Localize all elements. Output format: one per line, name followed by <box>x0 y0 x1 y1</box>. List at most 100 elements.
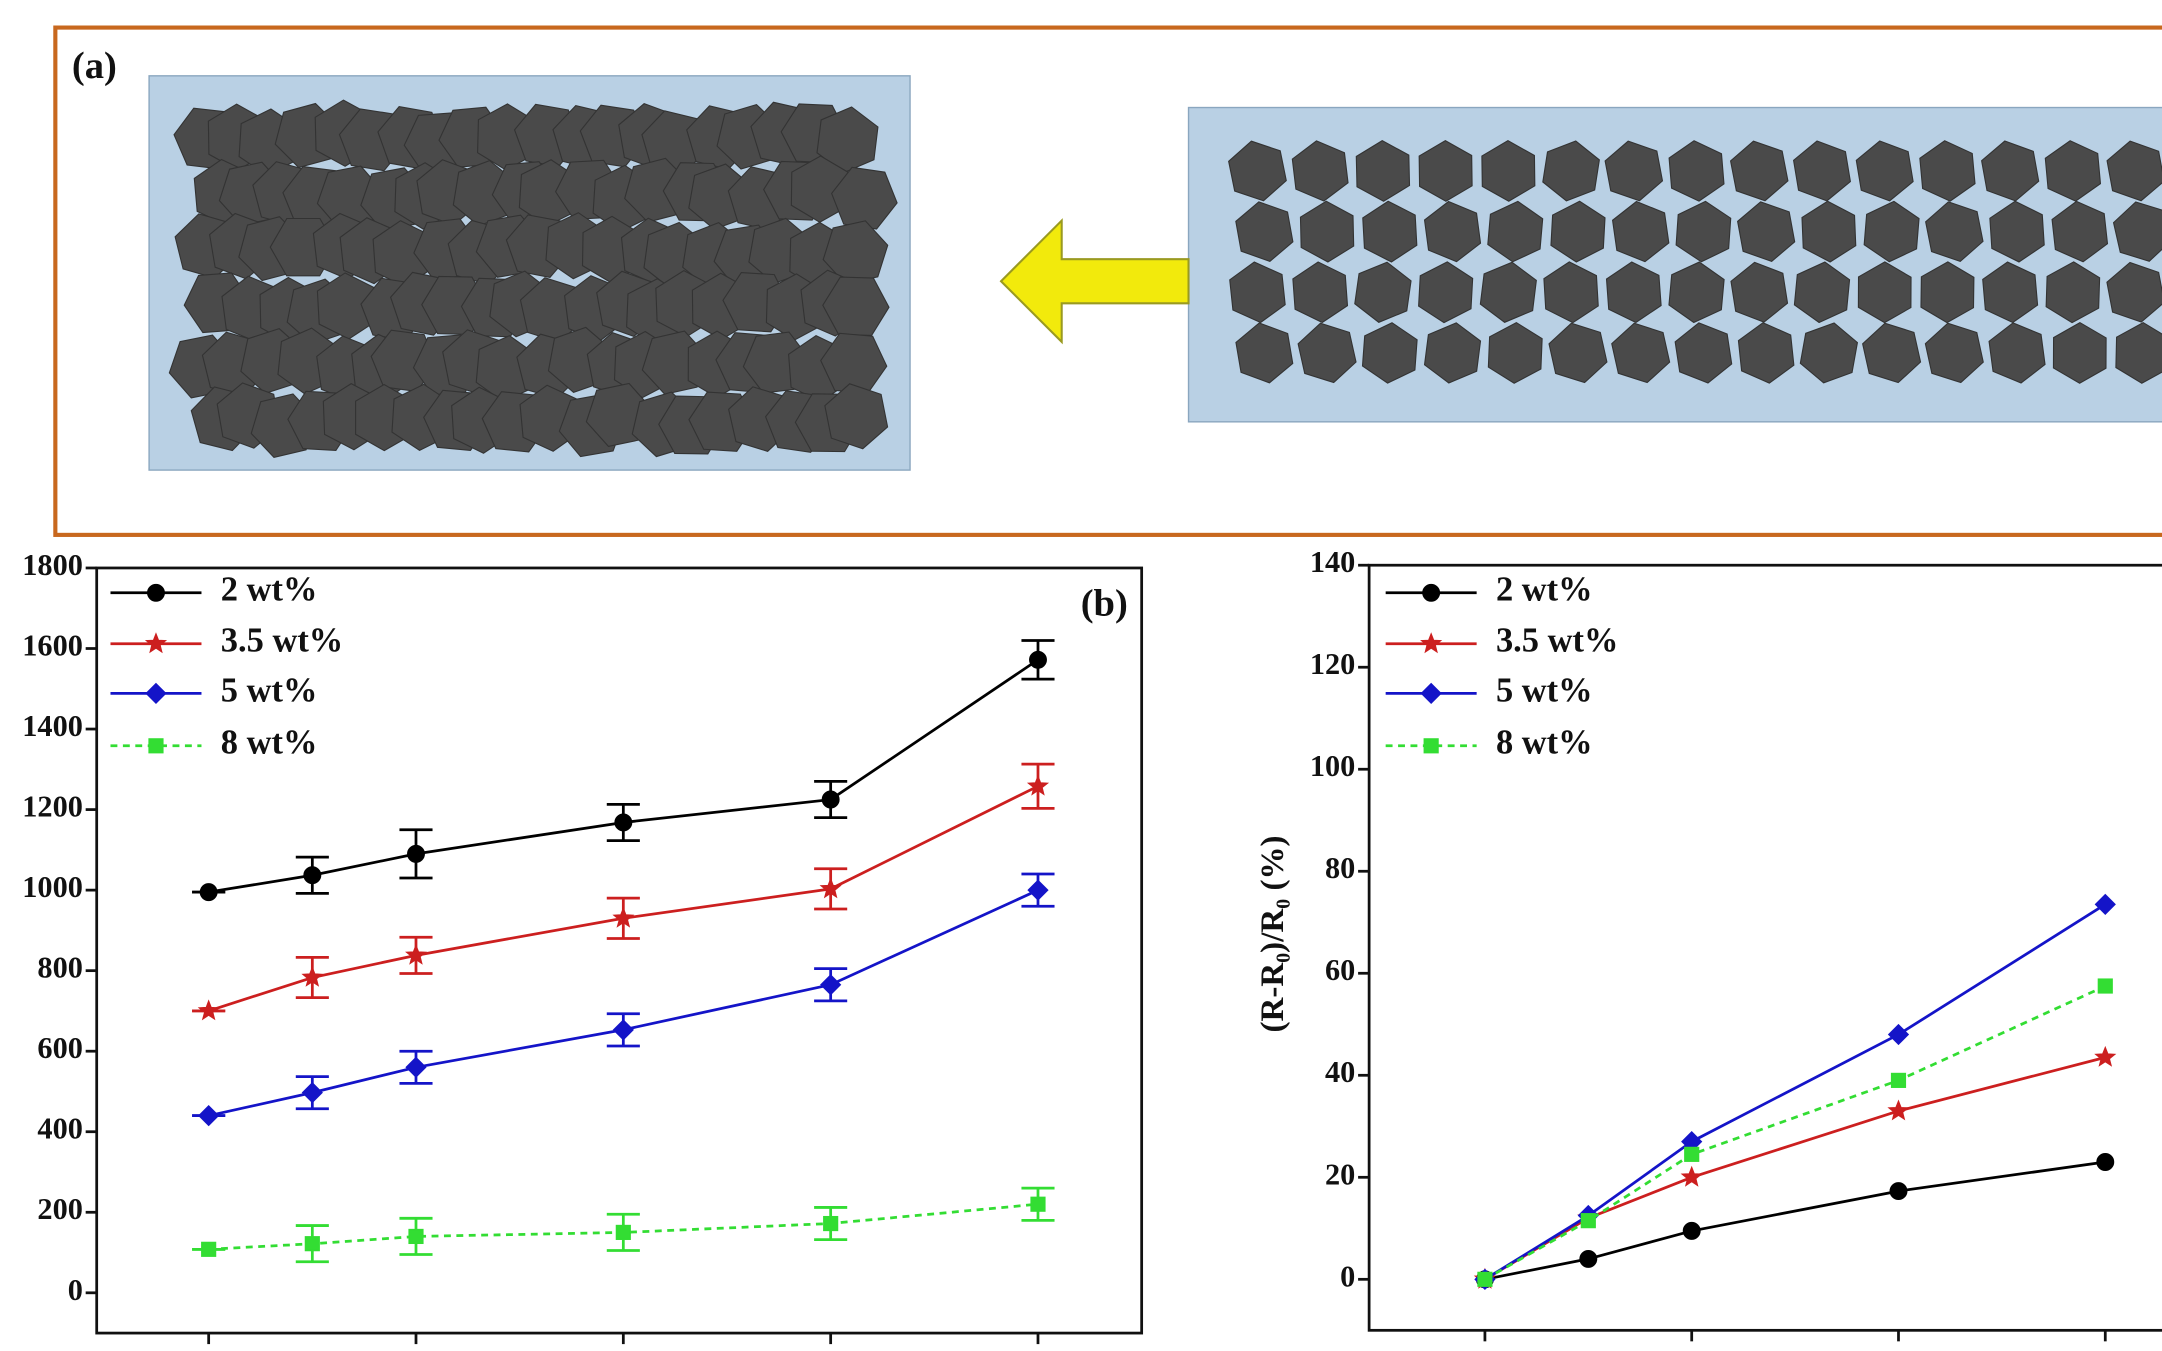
particle <box>1423 322 1482 384</box>
particle <box>1737 322 1795 384</box>
particle <box>1418 261 1474 324</box>
marker <box>615 1224 631 1240</box>
particle <box>822 276 890 336</box>
marker <box>405 943 428 965</box>
particle <box>1550 200 1606 263</box>
particle <box>1668 261 1725 324</box>
particle <box>1543 261 1599 324</box>
particle <box>1291 140 1349 202</box>
particle <box>1355 139 1411 202</box>
series-line <box>1484 1056 2106 1281</box>
y-tick-label: 400 <box>37 1112 82 1146</box>
particle <box>1418 139 1473 202</box>
plot-frame <box>95 566 1144 1335</box>
particles-compressed <box>168 99 898 459</box>
marker <box>612 1019 634 1041</box>
particle <box>2115 321 2162 384</box>
particle <box>1988 322 2046 384</box>
x-tick-label: 5 <box>408 1349 423 1351</box>
particle <box>1362 200 1418 263</box>
marker <box>407 844 425 863</box>
y-tick-label: 1600 <box>22 628 83 662</box>
particle <box>1737 201 1796 263</box>
marker <box>1887 1099 1910 1121</box>
particle <box>1919 140 1976 202</box>
marker <box>1889 1182 1908 1201</box>
x-tick-label: 15 <box>2090 1346 2120 1351</box>
marker <box>199 883 218 902</box>
legend-marker <box>1420 632 1443 654</box>
particle <box>1675 200 1732 263</box>
marker <box>823 1215 839 1232</box>
particle <box>1862 322 1922 384</box>
particle <box>2045 261 2101 324</box>
particle <box>1292 261 1349 324</box>
marker <box>1029 650 1047 669</box>
y-tick-label: 80 <box>1325 851 1355 885</box>
marker <box>614 813 633 832</box>
y-tick-label: 1800 <box>22 548 83 582</box>
legend-marker <box>1420 682 1442 705</box>
legend-marker <box>147 583 165 602</box>
series-line <box>208 658 1039 894</box>
marker <box>612 906 635 928</box>
particle <box>1855 140 1914 202</box>
particle <box>2051 200 2109 263</box>
legend-label: 3.5 wt% <box>221 622 343 660</box>
x-tick-label: 20 <box>1023 1349 1053 1351</box>
particle <box>2112 201 2162 262</box>
particle <box>1793 261 1851 324</box>
particle <box>1604 140 1664 202</box>
x-tick-label: 10 <box>608 1349 638 1351</box>
y-tick-label: 800 <box>37 951 82 985</box>
legend-label: 8 wt% <box>221 724 318 762</box>
arrow <box>999 218 1190 345</box>
marker <box>1026 774 1050 796</box>
particle <box>1611 200 1670 263</box>
marker <box>303 866 322 885</box>
y-tick-label: 200 <box>37 1192 82 1226</box>
particle <box>1479 261 1537 323</box>
particle <box>1548 322 1608 384</box>
x-tick-label: 10 <box>1883 1346 1913 1351</box>
marker <box>2094 893 2116 916</box>
series-line <box>1484 984 2106 1281</box>
series-line <box>208 784 1039 1013</box>
particle <box>1674 322 1733 384</box>
particle <box>1487 321 1543 384</box>
y-tick-label: 0 <box>1340 1259 1355 1293</box>
particle <box>1799 322 1859 384</box>
marker <box>1682 1221 1701 1240</box>
particle <box>1989 200 2045 263</box>
y-tick-label: 0 <box>68 1273 83 1307</box>
x-tick-label: 15 <box>816 1349 846 1351</box>
y-tick-label: 40 <box>1325 1055 1355 1089</box>
chart: 0 20 40 60 80 100 120 140 0 5 10 15 (R-R₀)/R₀ (%) 2 w… <box>1255 545 2162 1351</box>
particle <box>1668 140 1725 202</box>
series-line <box>208 888 1039 1118</box>
particle <box>1229 261 1286 324</box>
legend-label: 2 wt% <box>221 571 318 609</box>
x-tick-label: 0 <box>1477 1346 1492 1351</box>
marker <box>2094 1045 2117 1067</box>
marker <box>1477 1271 1493 1287</box>
marker <box>304 1236 320 1252</box>
y-tick-label: 100 <box>1310 749 1355 783</box>
particle <box>1792 140 1851 202</box>
particle <box>1297 322 1357 384</box>
marker <box>1887 1023 1910 1046</box>
plot-frame <box>1367 563 2162 1332</box>
y-tick-label: 1000 <box>22 870 83 904</box>
panel-label: (b) <box>1081 582 1128 624</box>
legend-label: 5 wt% <box>1496 671 1593 709</box>
particle <box>1863 200 1920 263</box>
particles-relaxed <box>1228 139 2162 384</box>
marker <box>1890 1072 1907 1088</box>
particle <box>1235 322 1294 384</box>
marker <box>820 974 842 996</box>
particle <box>830 166 898 230</box>
particle <box>1924 322 1984 384</box>
particle <box>1857 261 1912 324</box>
marker <box>405 1056 427 1078</box>
